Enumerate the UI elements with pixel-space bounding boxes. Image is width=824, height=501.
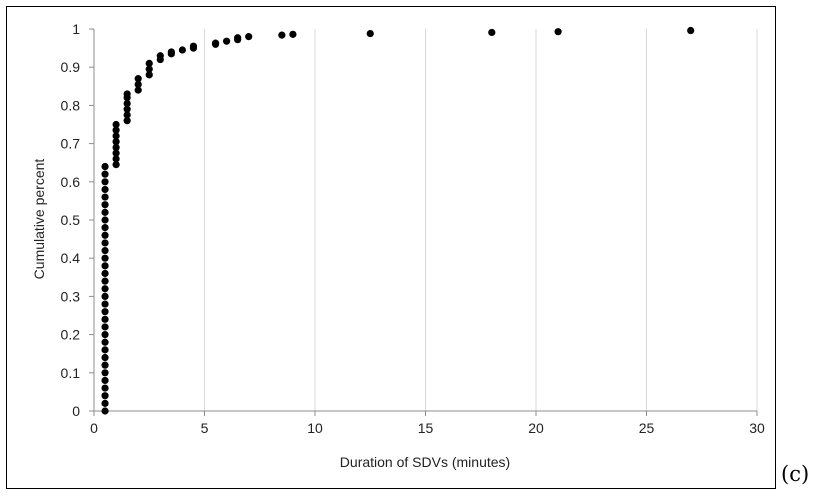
y-tick-label: 0.5 <box>61 212 81 228</box>
x-tick-label: 20 <box>528 420 544 436</box>
chart-frame: 0 5 10 15 20 25 30 0 0.1 0.2 0.3 0.4 0.5 0.6 0.7 0.8 0.9… <box>6 6 776 489</box>
data-point <box>178 46 186 54</box>
panel-label: (c) <box>781 462 810 486</box>
x-tick-label: 15 <box>418 420 434 436</box>
data-point <box>101 277 109 285</box>
y-tick-label: 0.4 <box>61 250 81 266</box>
x-tick-label: 5 <box>201 420 209 436</box>
data-points <box>101 26 695 415</box>
data-point <box>101 315 109 323</box>
y-tick-label: 0.7 <box>61 136 81 152</box>
data-point <box>234 34 242 42</box>
data-point <box>101 346 109 354</box>
data-point <box>211 39 220 47</box>
axes <box>89 28 758 416</box>
x-tick-label: 30 <box>749 420 765 436</box>
data-point <box>101 201 109 209</box>
x-axis-title: Duration of SDVs (minutes) <box>340 454 510 470</box>
data-point <box>101 399 109 407</box>
x-tick-label: 0 <box>90 420 98 436</box>
y-tick-label: 0.3 <box>61 288 81 304</box>
data-point <box>145 65 153 73</box>
data-point <box>101 384 109 392</box>
y-tick-label: 0.8 <box>61 97 81 113</box>
data-point <box>101 323 109 331</box>
data-point <box>123 111 131 119</box>
data-point <box>101 392 109 400</box>
data-point <box>112 143 120 152</box>
data-point <box>101 216 109 224</box>
data-point <box>101 208 109 216</box>
data-point <box>278 31 286 39</box>
data-point <box>112 126 120 134</box>
data-point <box>101 170 109 178</box>
data-point <box>112 120 120 129</box>
data-point <box>101 193 109 201</box>
data-point <box>156 52 164 60</box>
y-tick-label: 0.9 <box>61 59 81 75</box>
data-point <box>101 246 109 255</box>
data-point <box>101 353 109 362</box>
y-tick-label: 1 <box>72 21 80 37</box>
data-point <box>145 59 153 67</box>
data-point <box>101 308 109 316</box>
data-point <box>134 86 142 94</box>
data-point <box>112 155 120 163</box>
data-point <box>101 262 109 270</box>
data-point <box>101 369 109 377</box>
data-point <box>134 80 142 88</box>
y-tick-label: 0.1 <box>61 365 81 381</box>
data-point <box>101 331 109 339</box>
data-point <box>101 300 109 308</box>
data-point <box>101 361 109 369</box>
data-point <box>112 132 120 140</box>
data-point <box>101 185 109 194</box>
data-point <box>112 138 120 146</box>
data-point <box>101 239 109 247</box>
data-point <box>123 99 131 108</box>
data-point <box>101 407 109 415</box>
data-point <box>167 48 175 56</box>
data-point <box>101 224 109 232</box>
data-point <box>687 26 695 35</box>
data-point <box>134 75 142 83</box>
data-point <box>488 28 496 37</box>
y-axis-title: Cumulative percent <box>31 159 47 280</box>
data-point <box>101 292 109 300</box>
data-point <box>123 117 131 125</box>
data-point <box>123 105 131 113</box>
data-point <box>101 269 109 278</box>
data-point <box>101 231 109 239</box>
y-tick-label: 0 <box>72 403 80 419</box>
tick-labels: 0 5 10 15 20 25 30 0 0.1 0.2 0.3 0.4 0.5 0.6 0.7 0.8 0.9… <box>61 21 765 436</box>
data-point <box>223 37 231 45</box>
data-point <box>101 376 109 385</box>
x-tick-label: 10 <box>307 420 323 436</box>
data-point <box>189 42 198 50</box>
data-point <box>289 30 297 38</box>
data-point <box>145 71 153 79</box>
data-point <box>123 90 131 98</box>
data-point <box>366 29 374 38</box>
scatter-chart: 0 5 10 15 20 25 30 0 0.1 0.2 0.3 0.4 0.5 0.6 0.7 0.8 0.9… <box>31 21 765 470</box>
data-point <box>112 161 120 169</box>
y-tick-label: 0.2 <box>61 327 81 343</box>
data-point <box>101 162 109 171</box>
data-point <box>245 33 253 41</box>
data-point <box>554 28 562 36</box>
data-point <box>101 338 109 346</box>
data-point <box>101 285 109 293</box>
x-tick-label: 25 <box>639 420 655 436</box>
data-point <box>101 178 109 186</box>
data-point <box>112 149 120 157</box>
data-point <box>101 254 109 262</box>
y-tick-label: 0.6 <box>61 174 81 190</box>
grid <box>204 29 758 411</box>
